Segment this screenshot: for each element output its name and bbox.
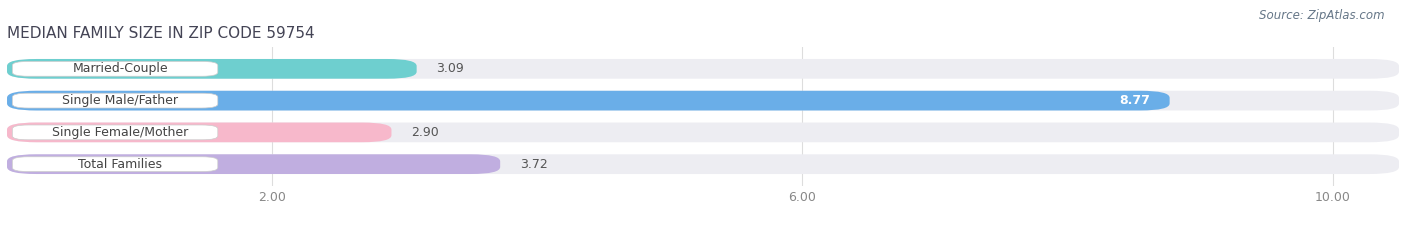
Text: 3.09: 3.09 [436, 62, 464, 75]
FancyBboxPatch shape [13, 93, 218, 108]
Text: 3.72: 3.72 [520, 158, 548, 171]
FancyBboxPatch shape [7, 91, 1170, 110]
Text: Single Female/Mother: Single Female/Mother [52, 126, 188, 139]
FancyBboxPatch shape [7, 154, 1399, 174]
FancyBboxPatch shape [7, 59, 1399, 79]
Text: 8.77: 8.77 [1119, 94, 1150, 107]
FancyBboxPatch shape [7, 123, 1399, 142]
Text: Source: ZipAtlas.com: Source: ZipAtlas.com [1260, 9, 1385, 22]
FancyBboxPatch shape [13, 125, 218, 140]
FancyBboxPatch shape [13, 157, 218, 171]
Text: Married-Couple: Married-Couple [73, 62, 169, 75]
Text: 2.90: 2.90 [412, 126, 439, 139]
Text: MEDIAN FAMILY SIZE IN ZIP CODE 59754: MEDIAN FAMILY SIZE IN ZIP CODE 59754 [7, 26, 315, 41]
Text: Total Families: Total Families [79, 158, 162, 171]
FancyBboxPatch shape [7, 91, 1399, 110]
FancyBboxPatch shape [13, 62, 218, 76]
FancyBboxPatch shape [7, 59, 416, 79]
FancyBboxPatch shape [7, 123, 391, 142]
FancyBboxPatch shape [7, 154, 501, 174]
Text: Single Male/Father: Single Male/Father [62, 94, 179, 107]
